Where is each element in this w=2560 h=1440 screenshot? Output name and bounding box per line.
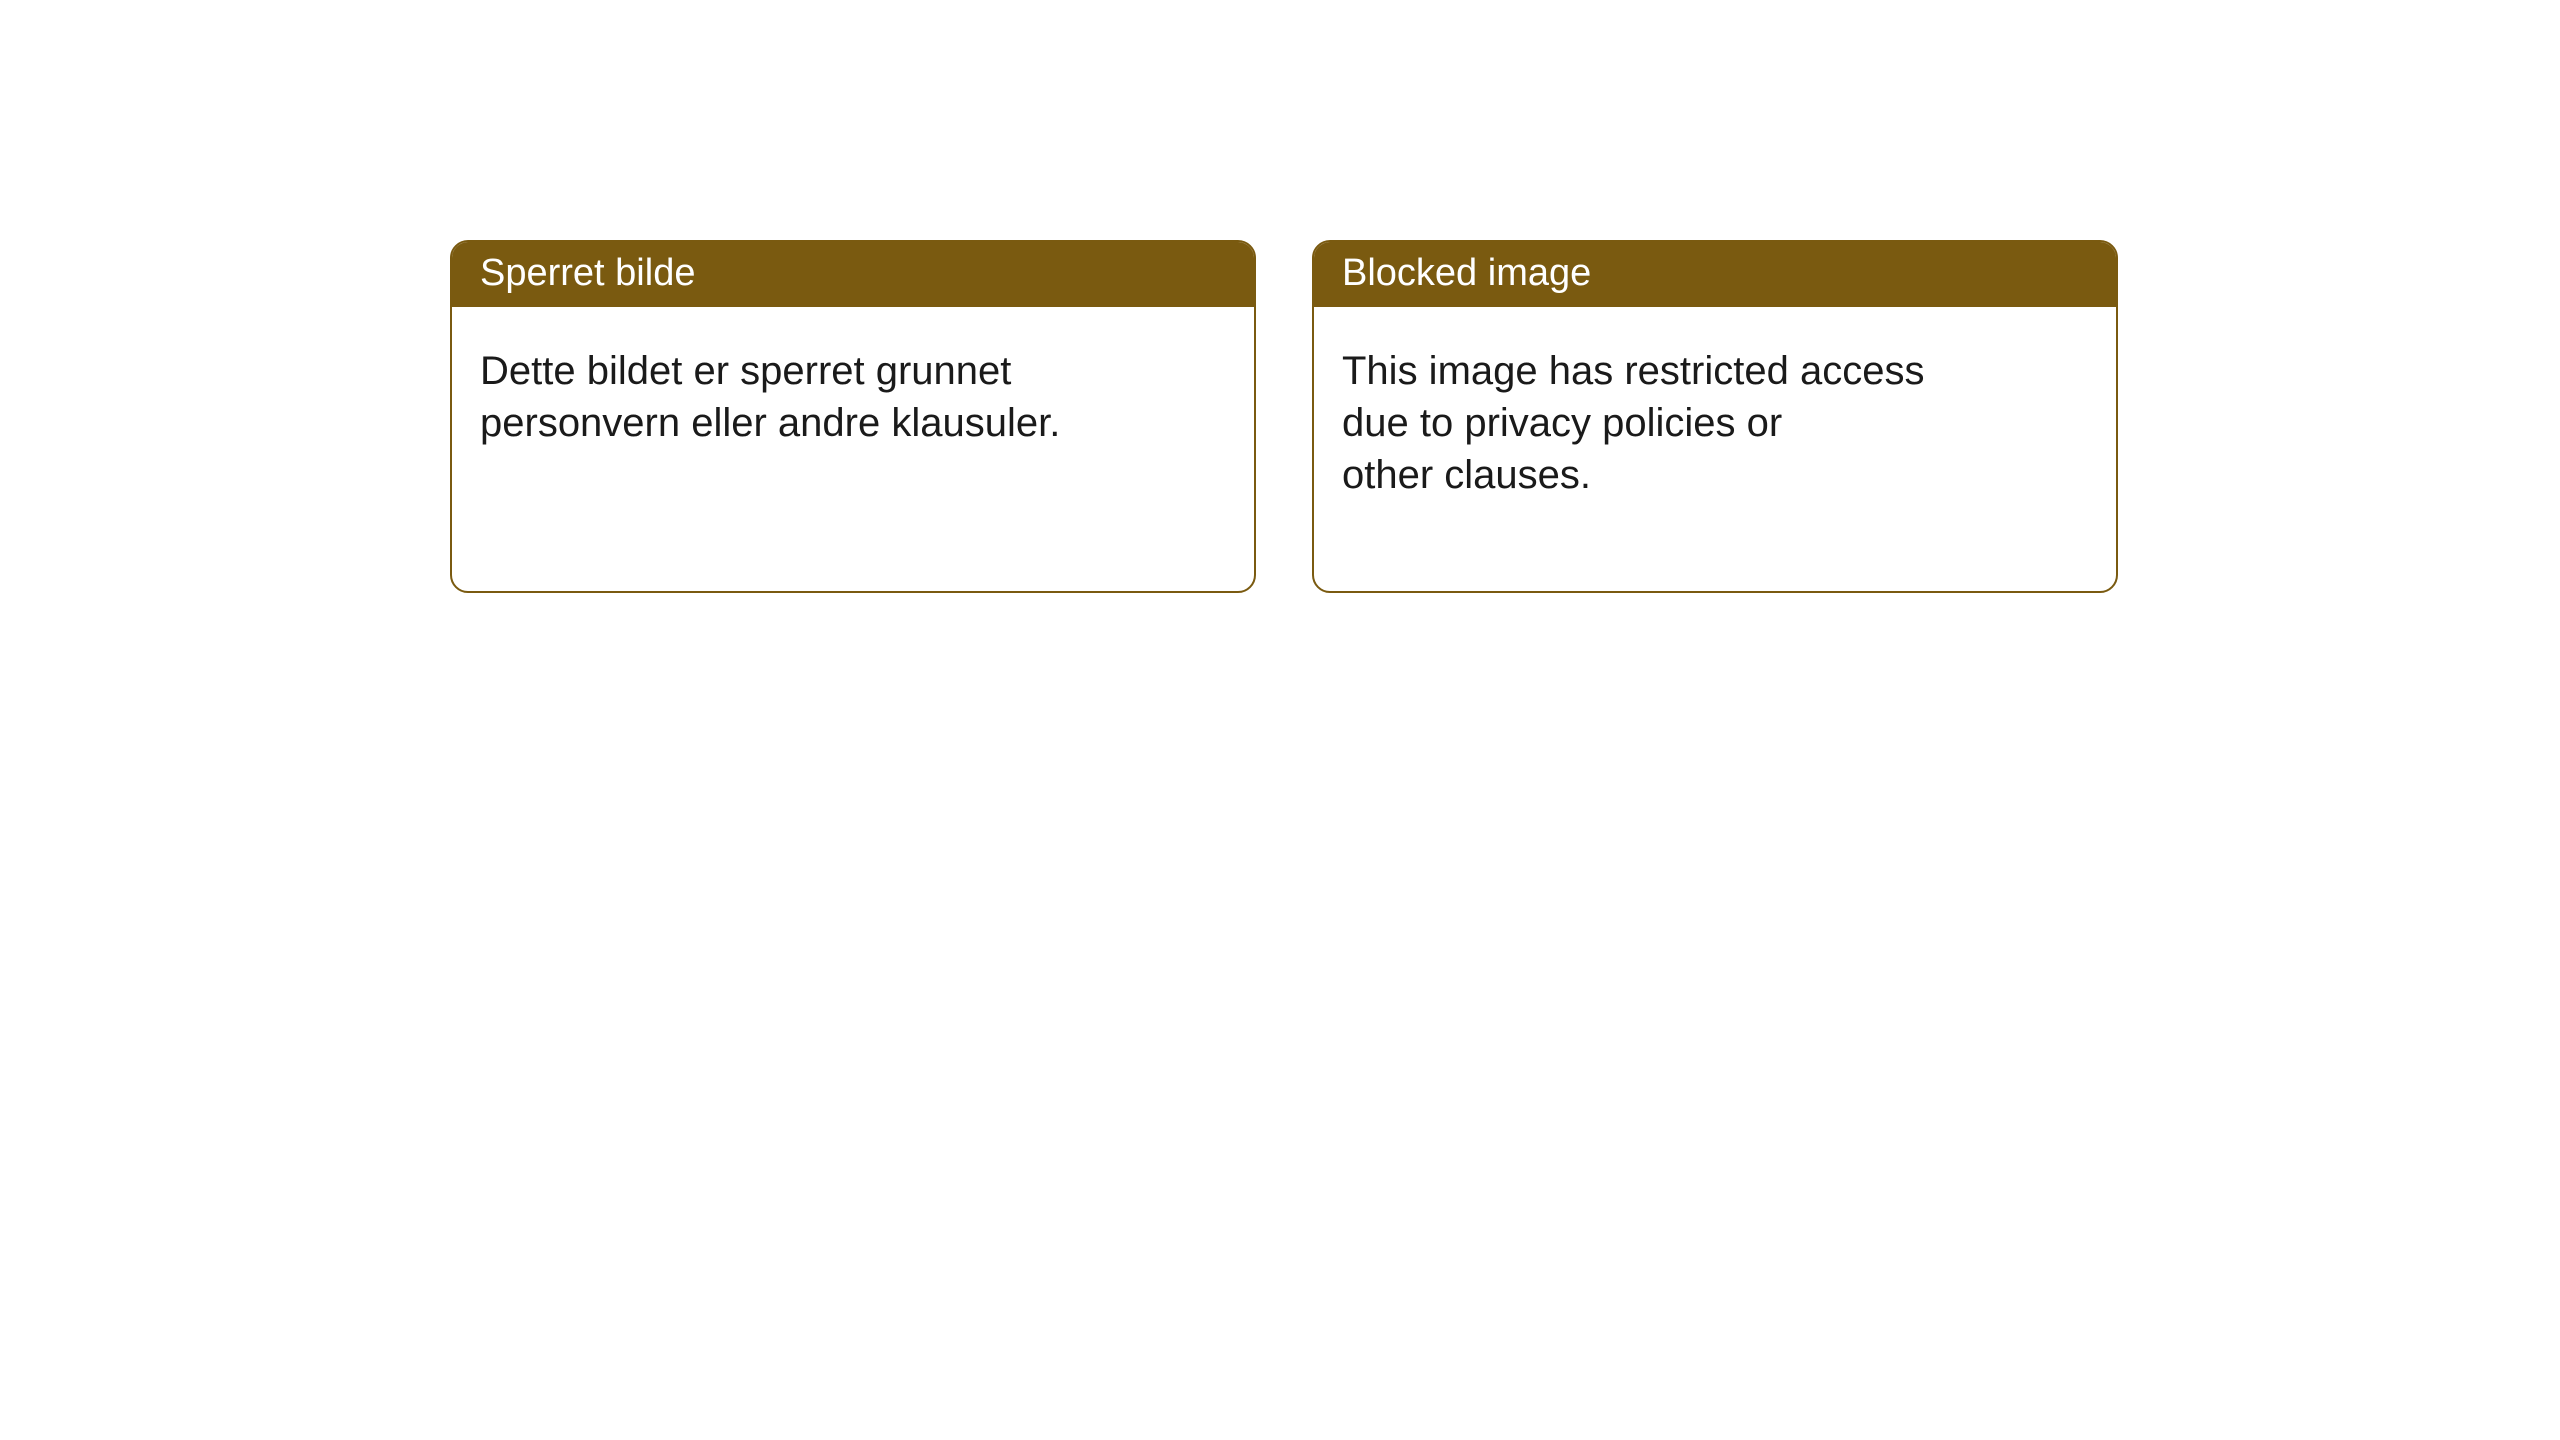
notice-body: This image has restricted access due to …: [1314, 307, 2014, 591]
notice-header: Sperret bilde: [452, 242, 1254, 307]
notice-container: Sperret bilde Dette bildet er sperret gr…: [0, 0, 2560, 593]
notice-body: Dette bildet er sperret grunnet personve…: [452, 307, 1152, 539]
notice-card-english: Blocked image This image has restricted …: [1312, 240, 2118, 593]
notice-header: Blocked image: [1314, 242, 2116, 307]
notice-card-norwegian: Sperret bilde Dette bildet er sperret gr…: [450, 240, 1256, 593]
